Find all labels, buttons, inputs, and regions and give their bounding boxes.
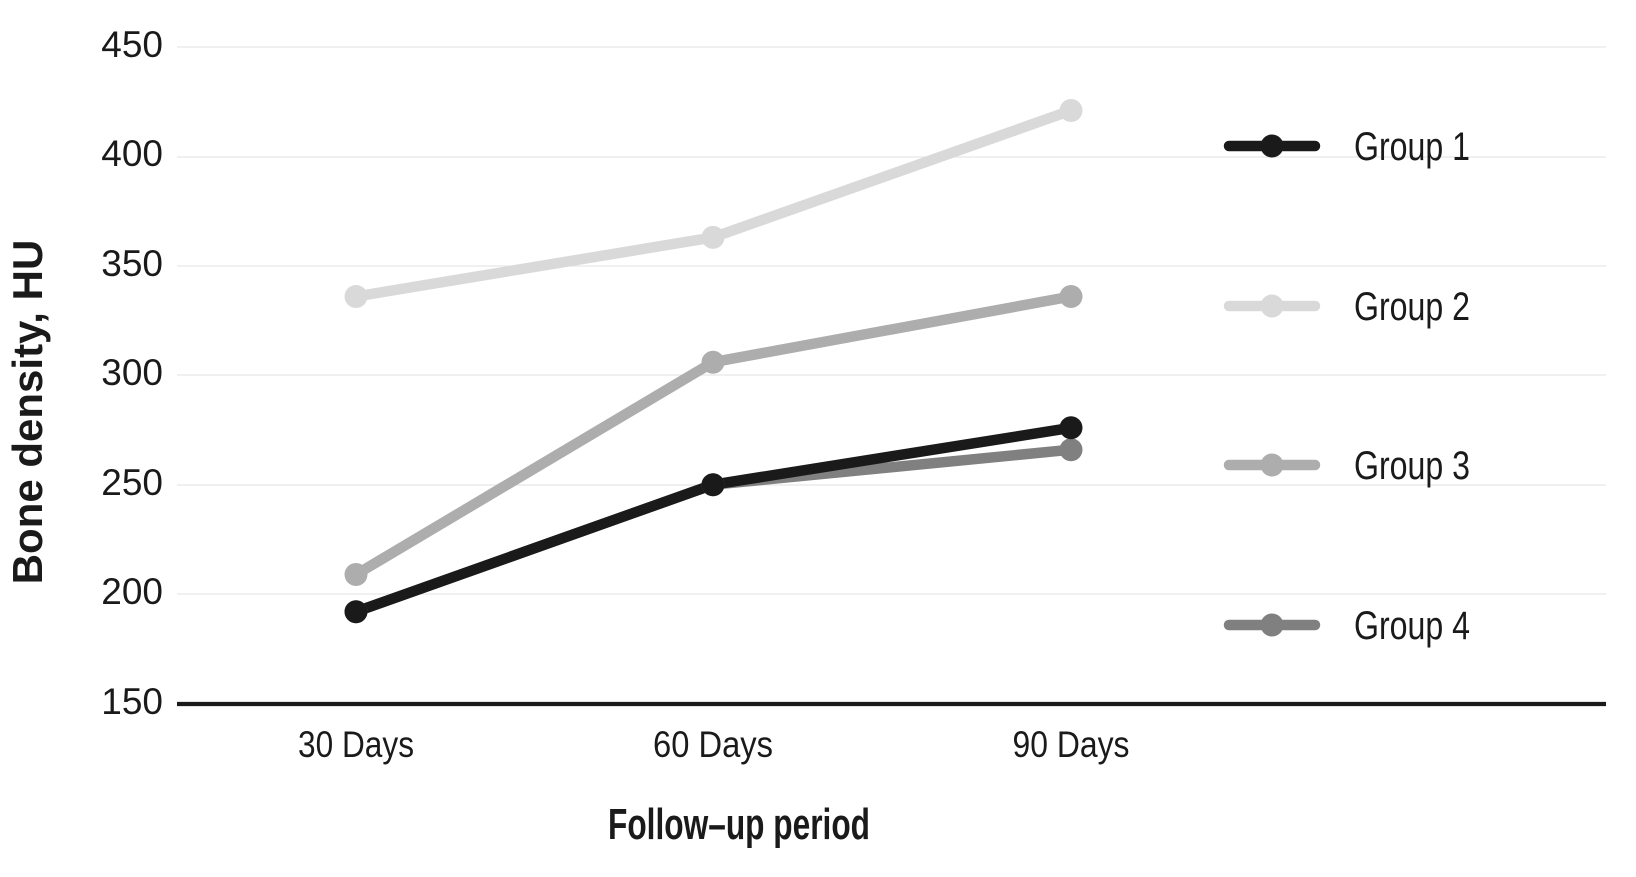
svg-text:Group 3: Group 3 xyxy=(1354,444,1470,488)
svg-text:450: 450 xyxy=(101,24,163,65)
svg-text:30 Days: 30 Days xyxy=(298,724,414,765)
svg-text:Group 4: Group 4 xyxy=(1354,604,1470,648)
svg-text:Group 1: Group 1 xyxy=(1354,125,1470,169)
svg-text:350: 350 xyxy=(101,243,163,284)
svg-text:Group 2: Group 2 xyxy=(1354,285,1470,329)
svg-text:Follow–up period: Follow–up period xyxy=(608,800,870,849)
svg-text:60 Days: 60 Days xyxy=(653,724,773,765)
svg-text:400: 400 xyxy=(101,133,163,174)
svg-text:200: 200 xyxy=(101,571,163,612)
svg-text:90 Days: 90 Days xyxy=(1013,724,1130,765)
svg-text:Bone density, HU: Bone density, HU xyxy=(4,240,51,585)
svg-text:250: 250 xyxy=(101,462,163,503)
svg-text:300: 300 xyxy=(101,352,163,393)
svg-text:150: 150 xyxy=(101,681,163,722)
